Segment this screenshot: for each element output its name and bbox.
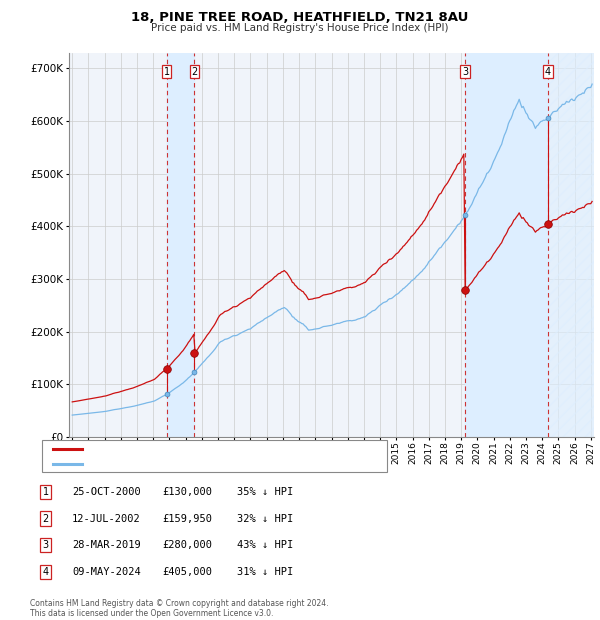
Text: 4: 4 [43,567,49,577]
Text: 2: 2 [191,67,197,77]
Bar [548,53,599,437]
Text: HPI: Average price, detached house, Wealden: HPI: Average price, detached house, Weal… [87,460,284,469]
Bar [465,53,548,437]
Text: 18, PINE TREE ROAD, HEATHFIELD, TN21 8AU: 18, PINE TREE ROAD, HEATHFIELD, TN21 8AU [131,11,469,24]
Text: 28-MAR-2019: 28-MAR-2019 [72,540,141,551]
Text: 43% ↓ HPI: 43% ↓ HPI [237,540,293,551]
Text: £280,000: £280,000 [162,540,212,551]
Text: 32% ↓ HPI: 32% ↓ HPI [237,513,293,524]
Text: £159,950: £159,950 [162,513,212,524]
Text: 31% ↓ HPI: 31% ↓ HPI [237,567,293,577]
Text: £130,000: £130,000 [162,487,212,497]
Bar [167,53,194,437]
Text: £405,000: £405,000 [162,567,212,577]
Text: 2: 2 [43,513,49,524]
Text: 25-OCT-2000: 25-OCT-2000 [72,487,141,497]
Text: 18, PINE TREE ROAD, HEATHFIELD, TN21 8AU (detached house): 18, PINE TREE ROAD, HEATHFIELD, TN21 8AU… [87,445,362,454]
Text: 4: 4 [545,67,551,77]
Text: Price paid vs. HM Land Registry's House Price Index (HPI): Price paid vs. HM Land Registry's House … [151,23,449,33]
Text: 35% ↓ HPI: 35% ↓ HPI [237,487,293,497]
Text: 1: 1 [43,487,49,497]
Text: 3: 3 [462,67,468,77]
Text: 3: 3 [43,540,49,551]
Text: 12-JUL-2002: 12-JUL-2002 [72,513,141,524]
Text: 1: 1 [163,67,170,77]
Text: 09-MAY-2024: 09-MAY-2024 [72,567,141,577]
Text: Contains HM Land Registry data © Crown copyright and database right 2024.
This d: Contains HM Land Registry data © Crown c… [30,599,329,618]
